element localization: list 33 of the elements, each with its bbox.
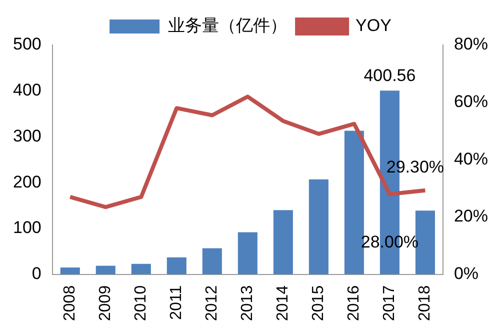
x-tick-label: 2017	[381, 285, 398, 321]
bar	[131, 264, 151, 274]
bar	[308, 179, 328, 274]
bar	[60, 268, 80, 274]
y-tick-label: 500	[12, 34, 42, 54]
x-tick-label: 2014	[274, 285, 292, 321]
y-tick-label: 400	[12, 80, 42, 100]
y2-tick-label: 60%	[454, 92, 488, 112]
y-tick-label: 200	[12, 172, 42, 192]
x-tick-label: 2012	[204, 285, 221, 321]
x-tick-label: 2008	[62, 285, 79, 321]
legend-label: YOY	[356, 16, 392, 36]
y2-tick-label: 40%	[454, 149, 488, 168]
x-tick-label: 2015	[310, 285, 328, 321]
x-tick-label: 2011	[168, 285, 186, 320]
y-tick-label: 100	[12, 218, 42, 238]
bar	[238, 232, 258, 274]
x-tick-label: 2016	[346, 285, 363, 321]
y-tick-label: 300	[12, 126, 42, 146]
bar	[166, 257, 186, 274]
bar	[96, 266, 116, 274]
y2-tick-label: 0%	[454, 264, 479, 284]
data-label: 400.56	[364, 66, 416, 85]
y2-tick-label: 80%	[454, 34, 488, 54]
x-tick-label: 2018	[416, 285, 434, 321]
bar	[202, 248, 222, 274]
y-tick-label: 0	[32, 264, 42, 284]
legend-label: 业务量（亿件）	[168, 16, 288, 36]
x-tick-label: 2009	[97, 285, 114, 321]
x-tick-label: 2010	[132, 285, 150, 321]
x-tick-label: 2013	[239, 285, 256, 321]
y2-tick-label: 20%	[454, 206, 488, 226]
bar	[273, 210, 293, 274]
